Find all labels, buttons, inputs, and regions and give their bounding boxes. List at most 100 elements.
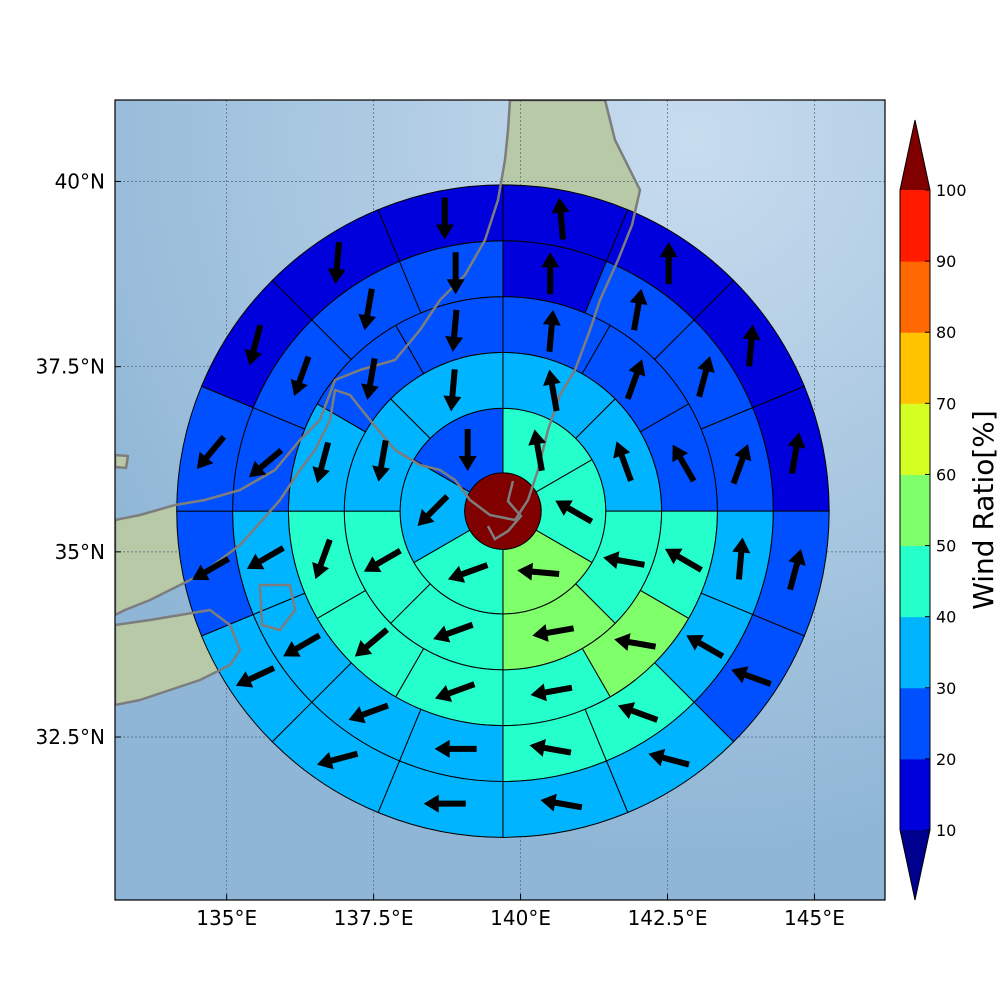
wind-arrow [446,252,465,295]
wind-arrow [517,562,560,581]
coastline [115,100,642,617]
x-tick-label: 137.5°E [334,906,414,930]
x-tick-label: 145°E [784,906,845,930]
coastline [115,608,242,707]
wind-arrow [192,556,231,581]
center-sector [464,472,542,550]
wind-arrow [249,448,284,478]
wind-arrow [235,665,276,688]
wind-arrow [629,288,648,331]
wind-arrow [731,666,772,687]
wind-arrow [433,621,474,643]
wind-arrow [742,324,761,367]
colorbar-segment [900,758,930,831]
sector-layer [176,184,830,838]
colorbar-over-triangle [900,120,930,190]
wind-arrow [316,750,359,770]
coastline-layer [115,100,642,707]
wind-arrow [327,241,346,285]
colorbar-tick-label: 30 [936,679,956,698]
wind-arrow [363,548,402,572]
colorbar: 10 20 30 40 50 60 70 80 90 100 [899,119,967,901]
wind-arrow [529,739,572,757]
wind-arrow [532,624,575,642]
wind-arrow [290,355,312,397]
plot-frame [114,99,886,901]
colorbar-segment [900,616,930,689]
colorbar-tick-label: 60 [936,465,956,484]
colorbar-segment [900,332,930,404]
wind-arrow [696,356,715,398]
y-tick-label: 32.5°N [36,725,106,749]
wind-arrow [659,242,678,285]
wind-arrow [283,632,322,657]
colorbar-segment [900,687,930,760]
colorbar-tick-label: 90 [936,252,956,271]
colorbar-tick-label: 10 [936,821,956,840]
colorbar-under-triangle [900,830,930,900]
wind-arrow [312,538,333,580]
wind-arrow [648,748,690,768]
wind-arrow [435,197,454,240]
coastline [115,453,130,470]
colorbar-segment [900,545,930,618]
wind-arrow [603,551,645,569]
colorbar-label: Wind Ratio[%] [967,410,1000,610]
wind-arrow [361,357,379,400]
x-tick-label: 140°E [490,906,551,930]
wind-arrow [458,429,477,472]
wind-arrow [787,549,806,591]
wind-arrow [312,441,332,484]
y-tick-label: 40°N [55,169,105,193]
colorbar-segment [900,474,930,547]
wind-arrow [617,702,659,723]
wind-arrow [530,683,573,702]
wind-arrow [787,432,806,475]
x-tick-label: 135°E [196,906,257,930]
wind-arrow [445,309,464,352]
wind-arrow [372,439,390,482]
wind-arrow [555,500,594,525]
colorbar-tick-label: 50 [936,537,956,556]
wind-arrow [354,627,389,657]
wind-arrow [540,793,583,812]
wind-arrow [543,369,561,412]
wind-arrow [665,548,703,573]
y-tick-label: 37.5°N [36,355,106,379]
colorbar-tick-label: 20 [936,750,956,769]
y-axis: 32.5°N 35°N 37.5°N 40°N [36,169,121,749]
wind-arrow [434,739,477,758]
colorbar-tick-label: 100 [936,181,967,200]
wind-arrow [732,537,751,580]
wind-arrow [434,681,476,702]
colorbar-tick-label: 70 [936,394,956,413]
wind-arrow [447,562,489,583]
wind-arrow [730,444,752,485]
wind-arrow [246,545,285,570]
wind-arrow [614,633,657,651]
wind-arrow [542,309,561,353]
y-tick-label: 35°N [55,540,105,564]
wind-arrow [551,197,570,240]
wind-arrow [358,288,377,331]
colorbar-segment [900,403,930,475]
coastline [486,480,523,541]
coastline [258,583,297,632]
land-mass [115,455,128,468]
wind-arrow [528,429,547,472]
colorbar-tick-label: 40 [936,608,956,627]
wind-arrow [686,635,725,659]
wind-arrow [541,252,560,295]
wind-arrow-layer [192,197,806,813]
wind-arrow [244,324,264,366]
x-tick-label: 142.5°E [628,906,708,930]
wind-arrow [624,359,646,400]
wind-arrow [613,441,634,482]
wind-arrow [443,369,462,412]
wind-arrow [348,702,389,724]
colorbar-segment [900,261,930,333]
wind-arrow [672,444,697,483]
sector [377,184,504,262]
colorbar-tick-label: 80 [936,323,956,342]
